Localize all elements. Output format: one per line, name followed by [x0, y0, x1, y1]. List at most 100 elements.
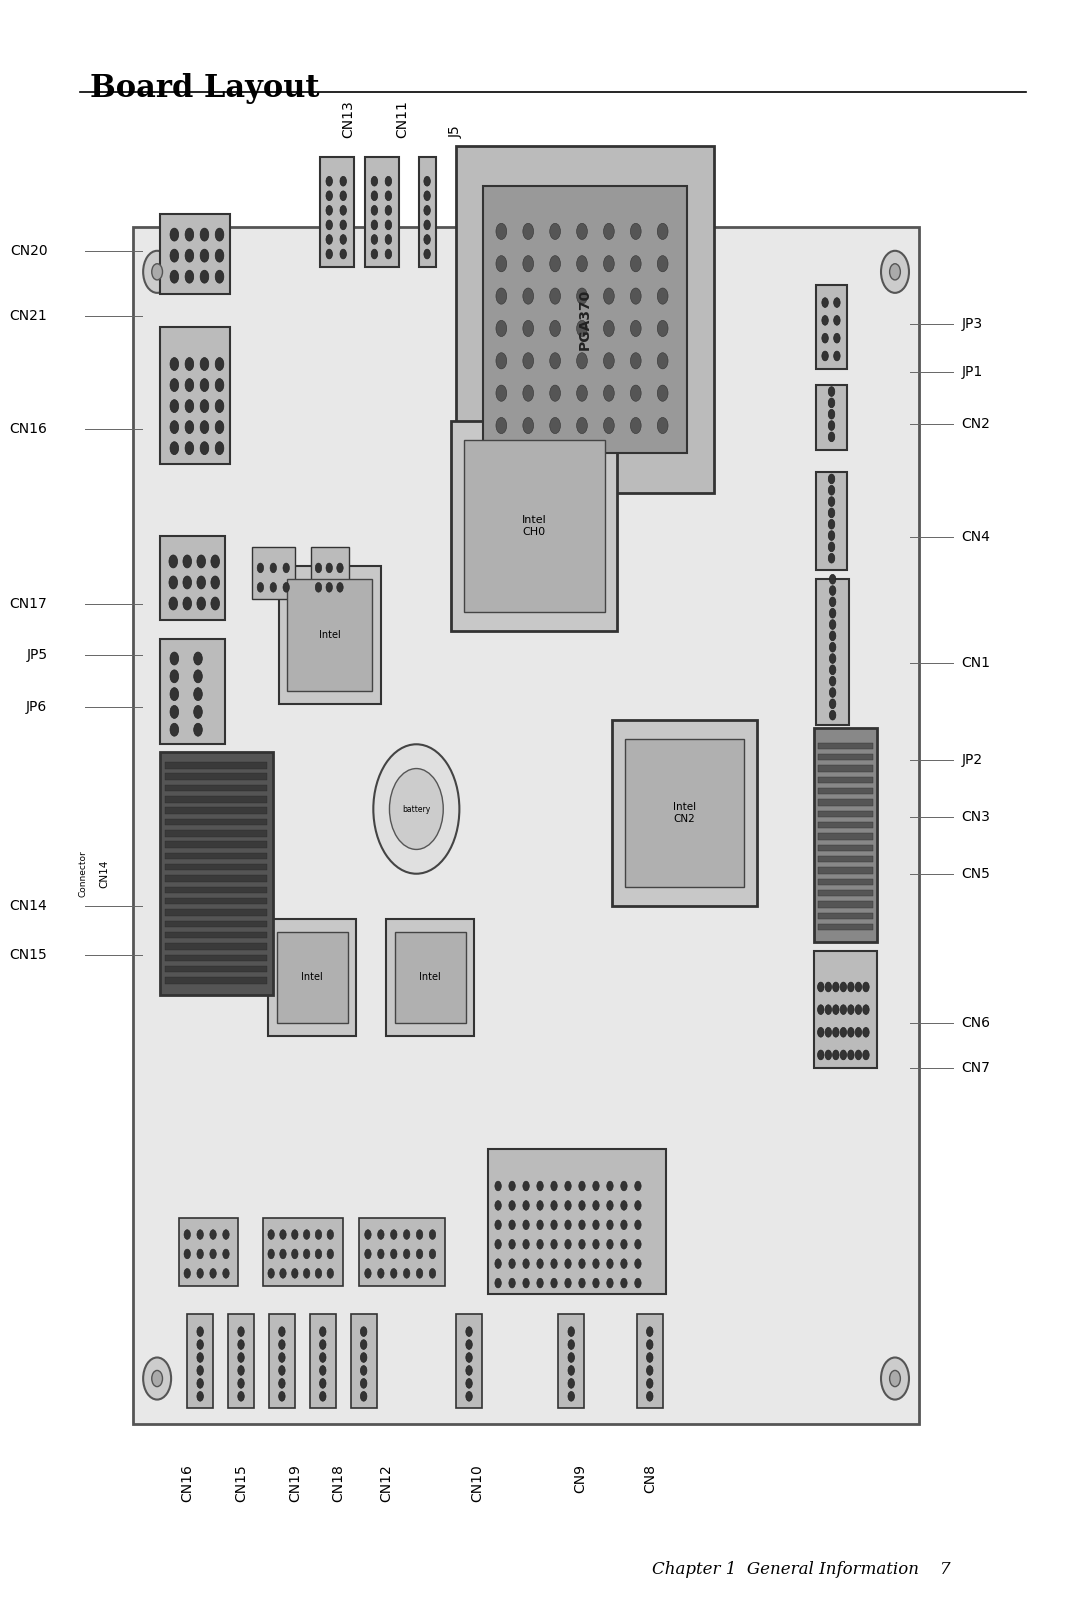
- Bar: [160, 639, 225, 744]
- Bar: [637, 1314, 663, 1408]
- Circle shape: [604, 223, 615, 239]
- Bar: [818, 879, 874, 885]
- Circle shape: [170, 442, 178, 455]
- Circle shape: [193, 705, 202, 718]
- Circle shape: [579, 1259, 585, 1269]
- Circle shape: [834, 351, 840, 361]
- Circle shape: [568, 1391, 575, 1401]
- Circle shape: [340, 249, 347, 259]
- Bar: [164, 898, 267, 904]
- Circle shape: [828, 398, 835, 408]
- Circle shape: [855, 982, 862, 992]
- Bar: [252, 547, 295, 599]
- Circle shape: [386, 235, 392, 244]
- Circle shape: [496, 417, 507, 434]
- Circle shape: [825, 1005, 832, 1014]
- Circle shape: [315, 563, 322, 573]
- Circle shape: [365, 1269, 372, 1278]
- Circle shape: [818, 1027, 824, 1037]
- Circle shape: [635, 1201, 642, 1210]
- Circle shape: [340, 176, 347, 186]
- Bar: [164, 830, 267, 837]
- Bar: [818, 743, 874, 749]
- Circle shape: [890, 264, 901, 280]
- Circle shape: [523, 288, 534, 304]
- Bar: [164, 875, 267, 882]
- Bar: [262, 1218, 343, 1286]
- Bar: [164, 966, 267, 972]
- Circle shape: [568, 1327, 575, 1336]
- Circle shape: [631, 320, 642, 337]
- Circle shape: [523, 1181, 529, 1191]
- Text: CN10: CN10: [471, 1464, 485, 1502]
- Bar: [164, 773, 267, 780]
- Circle shape: [828, 421, 835, 430]
- Circle shape: [193, 670, 202, 683]
- Circle shape: [604, 353, 615, 369]
- Circle shape: [579, 1278, 585, 1288]
- Circle shape: [551, 1220, 557, 1230]
- Circle shape: [631, 288, 642, 304]
- Circle shape: [635, 1220, 642, 1230]
- Circle shape: [193, 652, 202, 665]
- Circle shape: [303, 1269, 310, 1278]
- Circle shape: [327, 1230, 334, 1239]
- Circle shape: [340, 205, 347, 215]
- Circle shape: [496, 320, 507, 337]
- Circle shape: [326, 249, 333, 259]
- Circle shape: [257, 563, 264, 573]
- Bar: [419, 157, 435, 267]
- Circle shape: [631, 385, 642, 401]
- Circle shape: [404, 1230, 410, 1239]
- Circle shape: [292, 1269, 298, 1278]
- Circle shape: [222, 1249, 229, 1259]
- Circle shape: [429, 1230, 435, 1239]
- Circle shape: [829, 597, 836, 607]
- Circle shape: [429, 1269, 435, 1278]
- Circle shape: [170, 723, 178, 736]
- Circle shape: [423, 205, 430, 215]
- Circle shape: [607, 1278, 613, 1288]
- Circle shape: [855, 1005, 862, 1014]
- Circle shape: [372, 205, 378, 215]
- Bar: [818, 811, 874, 817]
- Circle shape: [829, 574, 836, 584]
- Circle shape: [222, 1269, 229, 1278]
- Circle shape: [391, 1269, 397, 1278]
- Circle shape: [320, 1379, 326, 1388]
- Circle shape: [496, 288, 507, 304]
- Bar: [483, 186, 687, 453]
- Circle shape: [200, 400, 208, 413]
- Bar: [818, 788, 874, 794]
- Circle shape: [496, 353, 507, 369]
- Circle shape: [621, 1201, 627, 1210]
- Circle shape: [391, 1249, 397, 1259]
- Text: CN19: CN19: [287, 1464, 301, 1502]
- Circle shape: [863, 1050, 869, 1060]
- Circle shape: [372, 220, 378, 230]
- Bar: [814, 951, 877, 1068]
- Circle shape: [577, 320, 588, 337]
- Bar: [187, 1314, 213, 1408]
- Circle shape: [292, 1230, 298, 1239]
- Circle shape: [170, 270, 178, 283]
- Circle shape: [881, 251, 909, 293]
- Circle shape: [607, 1239, 613, 1249]
- Text: JP5: JP5: [26, 649, 48, 662]
- Circle shape: [593, 1181, 599, 1191]
- Circle shape: [551, 1201, 557, 1210]
- Circle shape: [550, 320, 561, 337]
- Bar: [164, 819, 267, 825]
- Circle shape: [238, 1327, 244, 1336]
- Bar: [320, 157, 354, 267]
- Circle shape: [210, 1230, 216, 1239]
- Circle shape: [361, 1379, 367, 1388]
- Circle shape: [509, 1201, 515, 1210]
- Circle shape: [631, 256, 642, 272]
- Circle shape: [829, 688, 836, 697]
- Circle shape: [283, 563, 289, 573]
- Circle shape: [829, 710, 836, 720]
- Circle shape: [829, 699, 836, 709]
- Circle shape: [523, 320, 534, 337]
- Bar: [818, 890, 874, 896]
